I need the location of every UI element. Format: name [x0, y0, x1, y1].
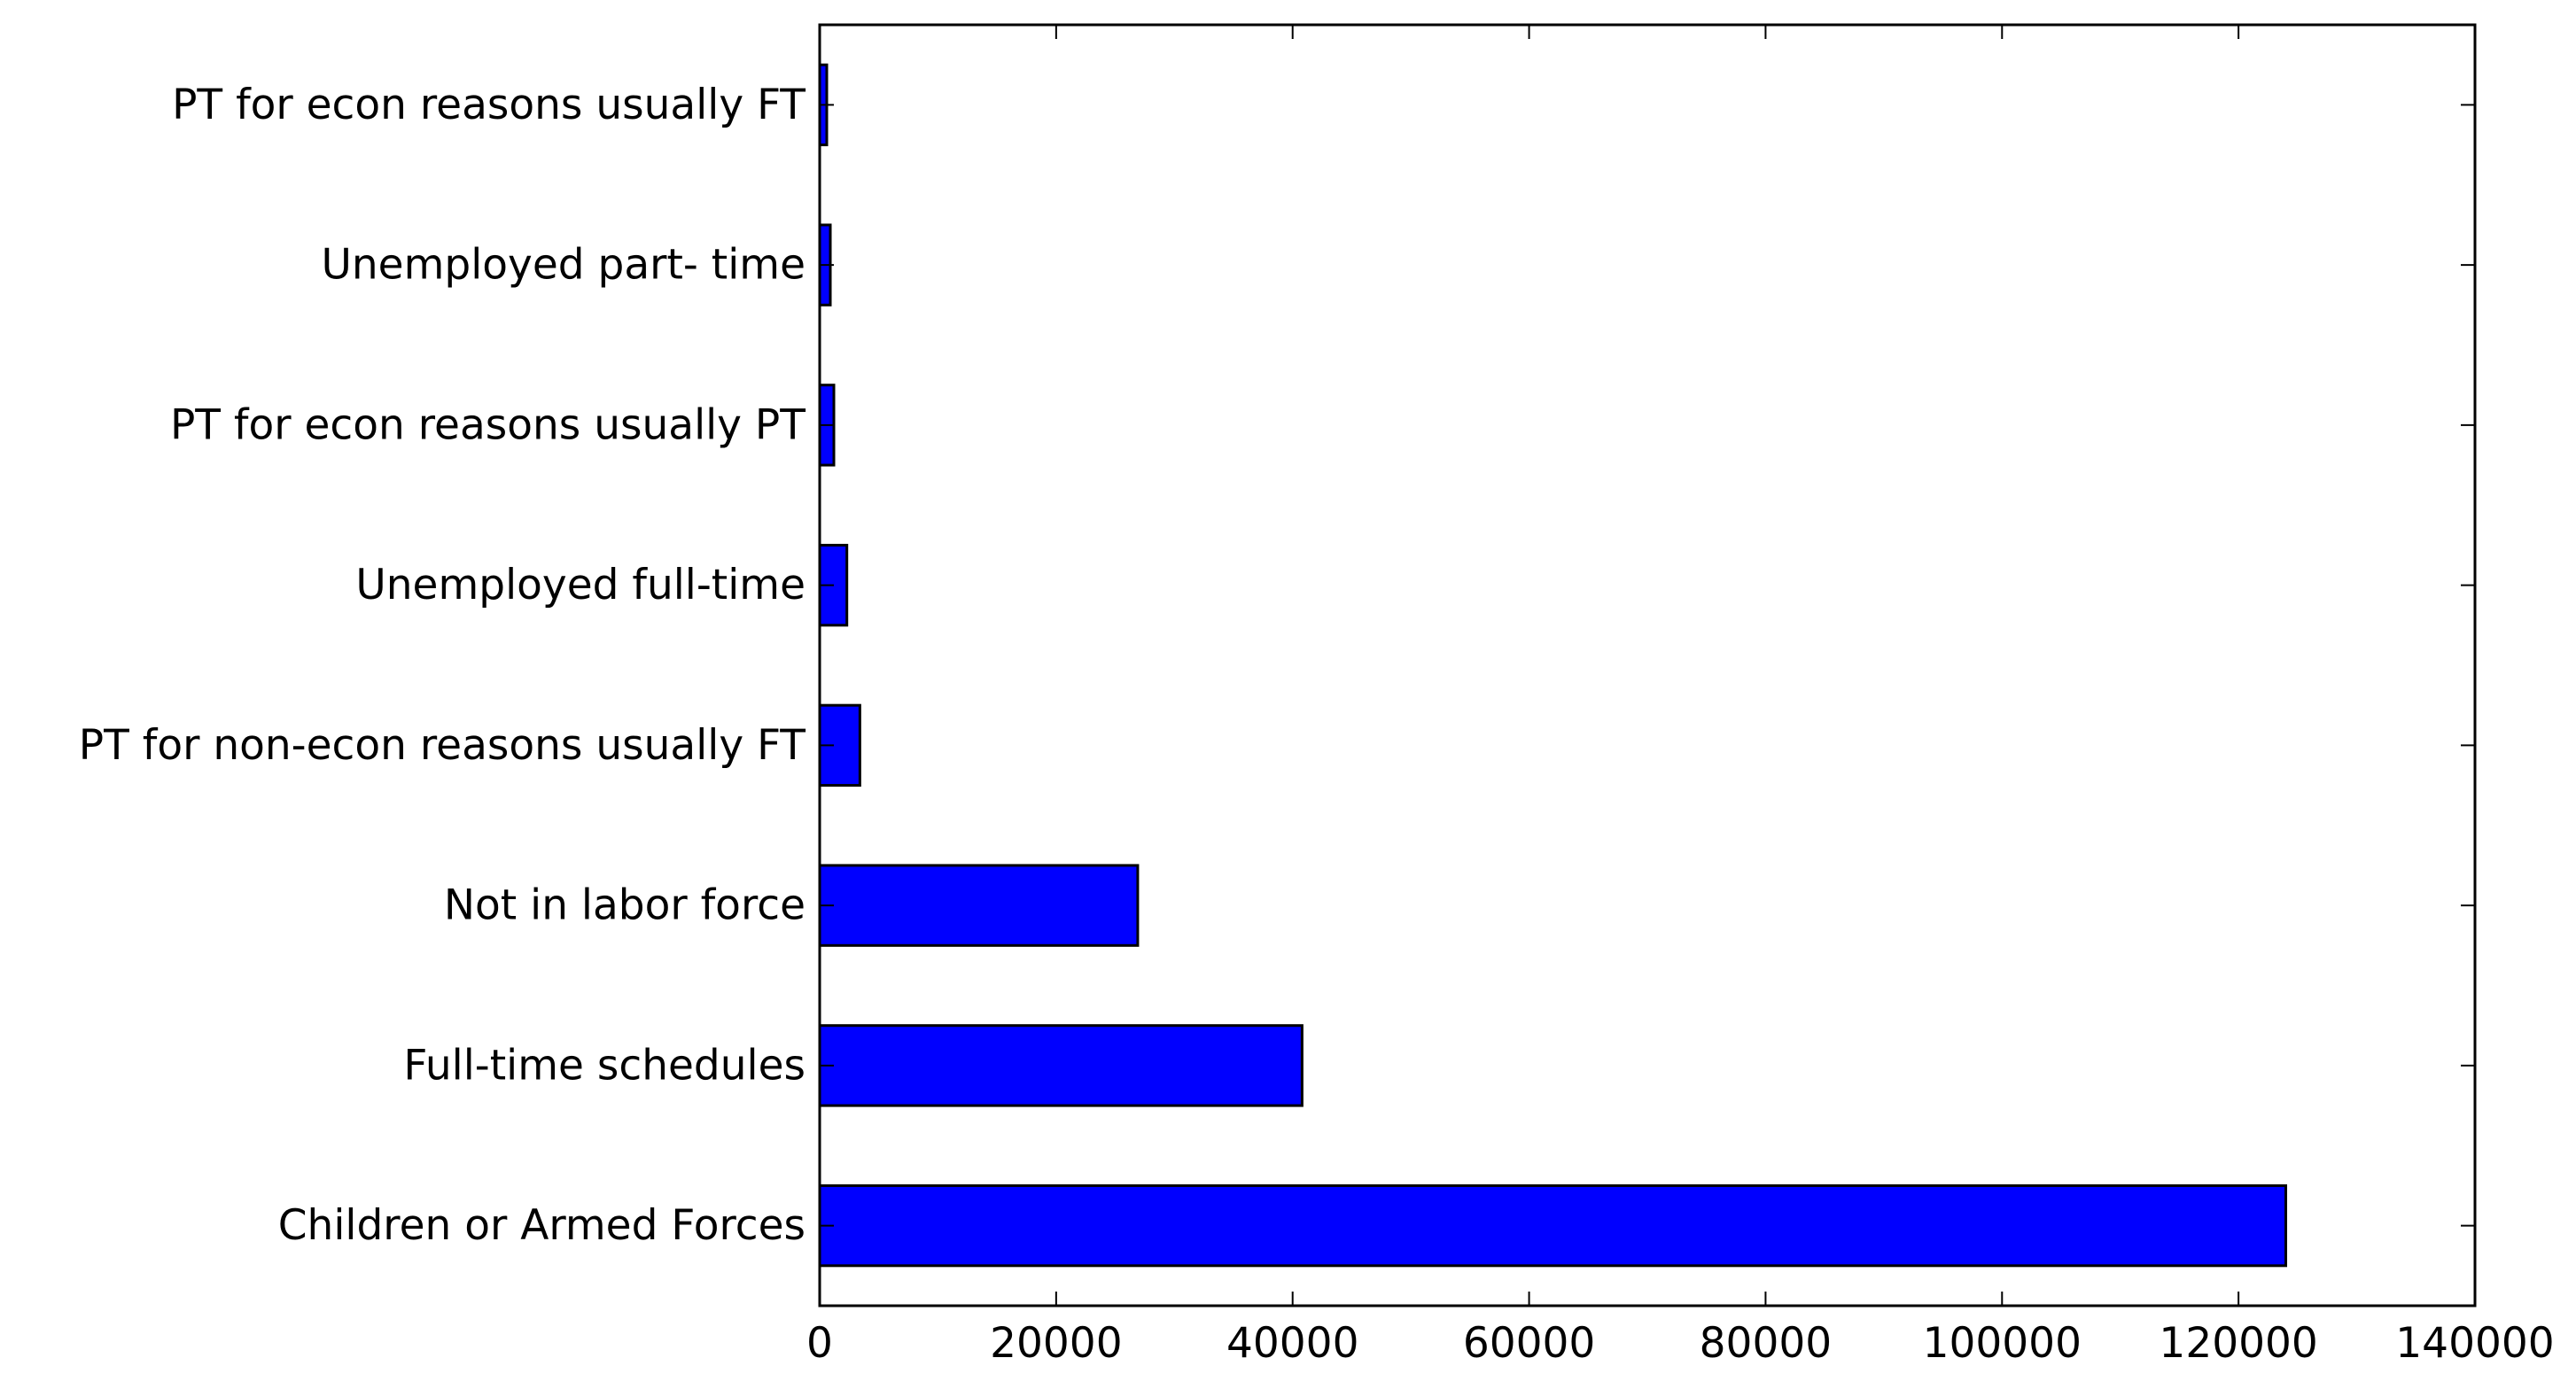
- y-tick-label: Not in labor force: [444, 881, 805, 930]
- bar: [818, 864, 1140, 947]
- x-tick-label: 60000: [1463, 1319, 1596, 1368]
- y-tick-label: Children or Armed Forces: [278, 1201, 805, 1250]
- y-tick-label: PT for non-econ reasons usually FT: [79, 721, 805, 770]
- y-tick-label: PT for econ reasons usually PT: [170, 400, 805, 449]
- x-tick-label: 40000: [1226, 1319, 1359, 1368]
- ticks-layer: [819, 25, 2476, 1306]
- y-tick-label: Full-time schedules: [403, 1041, 805, 1090]
- x-tick-label: 120000: [2159, 1319, 2317, 1368]
- plot-frame: [818, 23, 2477, 1308]
- y-tick-label: PT for econ reasons usually FT: [172, 81, 805, 129]
- x-tick-label: 100000: [1923, 1319, 2082, 1368]
- y-tick-labels: Children or Armed Forces Full-time schedu…: [79, 81, 806, 1250]
- bars-layer: [818, 63, 2288, 1268]
- y-tick-label: Unemployed part- time: [321, 241, 805, 290]
- bar: [818, 1183, 2288, 1268]
- y-tick-label: Unemployed full-time: [355, 561, 805, 609]
- x-tick-labels: 0 20000 40000 60000 80000 100000 120000 140000: [806, 1319, 2555, 1368]
- x-tick-label: 140000: [2395, 1319, 2554, 1368]
- x-tick-label: 20000: [990, 1319, 1123, 1368]
- x-tick-label: 80000: [1700, 1319, 1833, 1368]
- bar: [818, 1024, 1304, 1107]
- x-tick-label: 0: [806, 1319, 833, 1368]
